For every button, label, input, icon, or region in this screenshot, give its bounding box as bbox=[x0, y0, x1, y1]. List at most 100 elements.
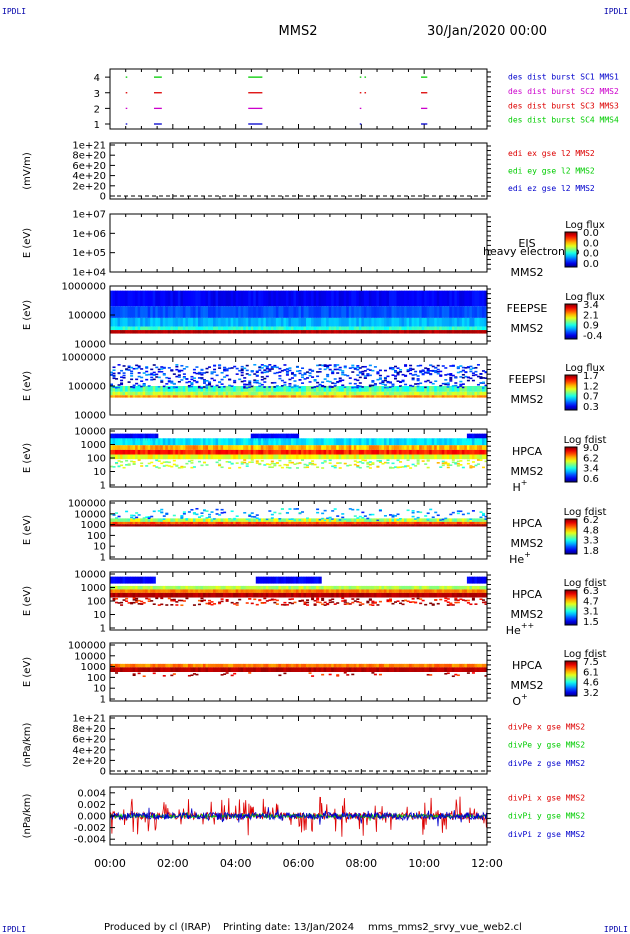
feepsi-cell bbox=[318, 386, 322, 392]
feepse-cell bbox=[388, 306, 393, 318]
feepsi-speck bbox=[253, 381, 257, 384]
hpca_he2-speck bbox=[233, 603, 237, 605]
hpca_he2-cell bbox=[298, 589, 302, 593]
feepsi-speck bbox=[313, 379, 317, 382]
hpca_he2-speck bbox=[135, 601, 139, 603]
hpca_he1-cell bbox=[436, 524, 440, 527]
feepsi-speck bbox=[346, 374, 350, 377]
hpca_he1-cell bbox=[469, 518, 473, 522]
hpca_he2-speck bbox=[396, 600, 400, 602]
feepsi-cell bbox=[197, 391, 202, 396]
feepse-cell bbox=[316, 290, 320, 307]
hpca_he2-instrument-label: HPCA bbox=[512, 588, 543, 601]
hpca_h-cell bbox=[459, 438, 463, 446]
feepse-cell bbox=[110, 317, 114, 327]
feepsi-cell bbox=[471, 386, 476, 392]
hpca_h-cell bbox=[110, 445, 114, 450]
hpca_he2-cell bbox=[378, 585, 383, 590]
hpca_he1-cell bbox=[253, 521, 257, 525]
hpca_he2-cell bbox=[318, 589, 322, 593]
hpca_h-cell bbox=[451, 449, 455, 455]
hpca_h-speck bbox=[218, 464, 222, 467]
hpca_he2-cell bbox=[336, 592, 340, 598]
feepsi-cell bbox=[326, 395, 330, 398]
hpca_he1-speck bbox=[411, 510, 415, 512]
hpca_he1-cell bbox=[233, 521, 237, 525]
feepsi-speck bbox=[381, 380, 385, 382]
eis-ytick-label: 1e+05 bbox=[72, 248, 106, 259]
feepse-cell bbox=[223, 317, 227, 327]
feepse-cell bbox=[441, 290, 445, 307]
hpca_he1-cell bbox=[426, 521, 430, 525]
feepsi-cell bbox=[338, 386, 342, 392]
hpca_h-speck bbox=[202, 461, 207, 464]
feepsi-cell bbox=[424, 391, 428, 396]
feepse-cell bbox=[125, 290, 129, 307]
feepsi-speck bbox=[383, 379, 387, 382]
hpca_h-cell bbox=[175, 454, 179, 460]
hpca_h-speck bbox=[356, 464, 360, 467]
feepsi-cell bbox=[160, 386, 164, 392]
hpca_h-cell bbox=[454, 445, 458, 450]
hpca_he1-cell bbox=[411, 524, 415, 527]
feepsi-cell bbox=[316, 386, 320, 392]
hpca_o-cell bbox=[135, 663, 139, 668]
hpca_h-cell bbox=[170, 449, 174, 455]
hpca_h-cell bbox=[306, 454, 310, 460]
hpca_he2-cell bbox=[150, 592, 154, 598]
hpca_h-cell bbox=[122, 438, 126, 446]
hpca_he2-speck bbox=[265, 600, 269, 602]
feepse-cell bbox=[484, 330, 488, 334]
hpca_h-cell bbox=[270, 433, 274, 441]
feepsi-cell bbox=[140, 391, 144, 396]
feepsi-speck bbox=[155, 366, 159, 369]
hpca_he1-cell bbox=[481, 524, 486, 527]
feepse-cell bbox=[177, 330, 181, 334]
feepsi-speck bbox=[235, 367, 239, 370]
hpca_he1-cell bbox=[318, 521, 322, 525]
feepse-cell bbox=[218, 290, 222, 307]
hpca_he1-cell bbox=[160, 524, 164, 527]
feepse-cell bbox=[429, 317, 433, 327]
hpca_h-cell bbox=[298, 438, 302, 446]
feepsi-speck bbox=[170, 369, 174, 371]
feepsi-cell bbox=[381, 391, 385, 396]
hpca_he1-cell bbox=[225, 521, 229, 525]
feepse-cell bbox=[386, 326, 390, 331]
hpca_h-cell bbox=[434, 438, 438, 446]
hpca_he2-speck bbox=[466, 602, 470, 604]
feepsi-cell bbox=[373, 395, 378, 398]
feepse-cell bbox=[162, 326, 166, 331]
feepsi-cell bbox=[197, 386, 202, 392]
feepse-cell bbox=[474, 290, 478, 307]
hpca_h-cell bbox=[376, 438, 380, 446]
feepsi-cell bbox=[205, 391, 209, 396]
feepsi-cell bbox=[190, 391, 194, 396]
hpca_he2-speck bbox=[313, 603, 317, 605]
hpca_h-speck bbox=[469, 466, 473, 469]
hpca_h-cell bbox=[351, 449, 355, 455]
hpca_h-cell bbox=[401, 445, 405, 450]
hpca_he2-cell bbox=[391, 592, 395, 598]
hpca_h-cell bbox=[152, 449, 156, 455]
feepse-cell bbox=[459, 317, 463, 327]
feepsi-speck bbox=[399, 371, 403, 373]
feepse-cell bbox=[250, 326, 254, 331]
hpca_he1-speck bbox=[215, 513, 219, 515]
feepse-cell bbox=[187, 330, 192, 334]
feepsi-speck bbox=[205, 371, 209, 374]
feepse-cell bbox=[253, 306, 257, 318]
hpca_he2-cell bbox=[285, 585, 290, 590]
feepse-cell bbox=[117, 326, 121, 331]
feepsi-speck bbox=[429, 381, 433, 384]
feepsi-speck bbox=[172, 373, 176, 375]
hpca_he2-cell bbox=[471, 589, 476, 593]
hpca_he2-speck bbox=[368, 599, 372, 601]
feepsi-cell bbox=[220, 395, 224, 398]
hpca_h-cell bbox=[250, 438, 254, 446]
hpca_he2-cell bbox=[275, 585, 279, 590]
hpca_he2-cell bbox=[401, 585, 405, 590]
feepse-cell bbox=[177, 306, 181, 318]
hpca_he2-cell bbox=[172, 592, 176, 598]
hpca_he2-cell bbox=[175, 585, 179, 590]
